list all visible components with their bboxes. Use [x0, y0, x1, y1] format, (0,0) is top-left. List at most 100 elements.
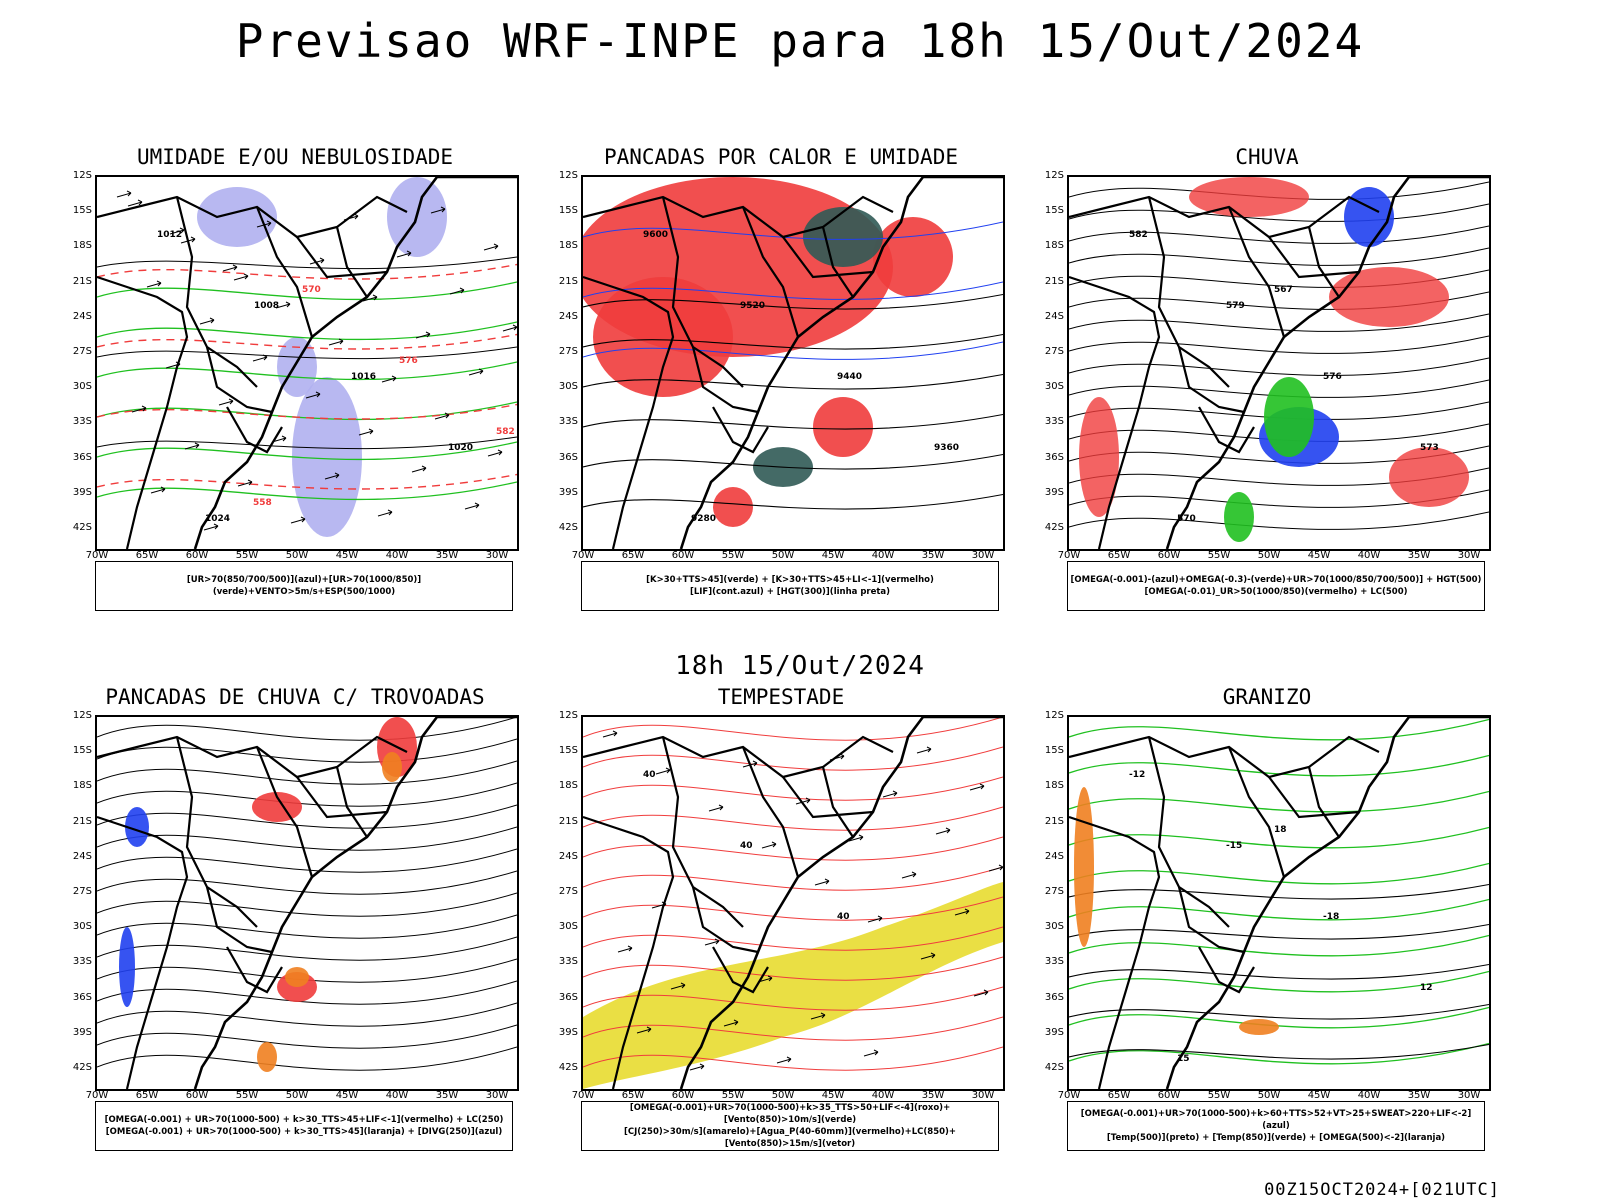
- wind-vector: [218, 398, 234, 406]
- wind-vector: [396, 250, 412, 258]
- wind-vector: [127, 199, 143, 207]
- wind-vector: [483, 243, 499, 251]
- lat-label: 27S: [1044, 886, 1064, 897]
- storm-orange-area: [285, 967, 309, 987]
- lon-label: 50W: [771, 1090, 795, 1101]
- wind850-vector: [723, 1019, 739, 1027]
- wind-vector: [116, 190, 132, 198]
- border-line: [661, 196, 744, 388]
- panel-legend: [OMEGA(-0.001) + UR>70(1000-500) + k>30_…: [95, 1101, 513, 1151]
- precip-area: [1329, 267, 1449, 327]
- storm-orange-area: [382, 752, 402, 782]
- lon-label: 60W: [185, 1090, 209, 1101]
- lc250-streamline: [97, 848, 517, 873]
- legend-line: [OMEGA(-0.001) + UR>70(1000-500) + k>30_…: [105, 1127, 503, 1137]
- lon-label: 70W: [85, 1090, 109, 1101]
- wind-vector: [381, 375, 397, 383]
- wind850-vector: [670, 982, 686, 990]
- border-line: [1147, 736, 1230, 928]
- hgt300-contour: [583, 413, 1003, 430]
- contour-label: 1024: [205, 514, 230, 524]
- lat-label: 12S: [1044, 170, 1064, 181]
- lon-label: 30W: [1457, 1090, 1481, 1101]
- instability-area: [803, 207, 883, 267]
- temp850-contour: [1069, 898, 1489, 921]
- wind-vector: [362, 294, 378, 302]
- precip-area: [1189, 177, 1309, 217]
- temp850-contour: [1069, 718, 1489, 741]
- lat-label: 36S: [558, 991, 578, 1003]
- legend-line: [LIF](cont.azul) + [HGT(300)](linha pret…: [689, 587, 891, 597]
- omega500-area: [1239, 1019, 1279, 1035]
- lc250-streamline: [97, 760, 517, 785]
- lat-label: 39S: [72, 1026, 92, 1038]
- lat-label: 30S: [72, 381, 92, 393]
- legend-line: [Temp(500)](preto) + [Temp(850)](verde) …: [1106, 1133, 1446, 1143]
- legend-line: [OMEGA(-0.001) + UR>70(1000-500) + k>30_…: [104, 1115, 504, 1125]
- lat-label: 36S: [558, 451, 578, 463]
- lat-label: 15S: [1044, 205, 1064, 217]
- lat-label: 24S: [72, 310, 92, 322]
- contour-label: 579: [1226, 301, 1245, 311]
- border-line: [255, 746, 314, 878]
- hgt500-streamline: [1069, 335, 1489, 354]
- panel-umidade: UMIDADE E/OU NEBULOSIDADE 12S 15S 18S 21S 24S…: [60, 145, 530, 625]
- legend-line: [OMEGA(-0.01)_UR>50(1000/850)(vermelho) …: [1144, 587, 1408, 597]
- wind850-vector: [814, 878, 830, 886]
- temp850-contour: [1069, 826, 1489, 849]
- wind850-vector: [988, 864, 1003, 872]
- lat-label: 24S: [558, 310, 578, 322]
- wind-vector: [169, 227, 185, 235]
- border-line: [741, 206, 800, 338]
- wind-vector: [377, 509, 393, 517]
- border-line: [712, 946, 769, 994]
- storm-orange-area: [257, 1042, 277, 1072]
- border-line: [97, 815, 189, 1089]
- contour-label: 576: [399, 356, 418, 366]
- temp850-contour: [1069, 862, 1489, 885]
- lc250-streamline: [97, 1002, 517, 1027]
- lif-contour: [583, 281, 1003, 300]
- wind850-vector: [689, 1063, 705, 1071]
- wind-vector: [449, 287, 465, 295]
- contour-label: -18: [1323, 912, 1339, 922]
- lat-label: 33S: [558, 416, 578, 428]
- lat-label: 24S: [1044, 310, 1064, 322]
- lat-label: 12S: [72, 710, 92, 721]
- wind850-vector: [973, 989, 989, 997]
- wind850-vector: [636, 1026, 652, 1034]
- forecast-map: 1012 1008 1016 1020 1024 570 576 582 558: [95, 175, 519, 551]
- lc850-streamline: [583, 956, 1003, 981]
- lat-label: 21S: [72, 275, 92, 287]
- lon-label: 60W: [1157, 1090, 1181, 1101]
- lc250-streamline: [97, 717, 517, 741]
- lat-label: 42S: [558, 522, 578, 533]
- lat-label: 42S: [72, 1062, 92, 1073]
- border-line: [782, 236, 874, 279]
- lc850-streamline: [583, 806, 1003, 831]
- forecast-map: -12 -15 -18 12 15 18: [1067, 715, 1491, 1091]
- wind-vector: [411, 465, 427, 473]
- lon-label: 50W: [1257, 550, 1281, 561]
- lc850-streamline: [583, 746, 1003, 771]
- lc250-streamline: [97, 738, 517, 763]
- wind850-vector: [863, 1049, 879, 1057]
- border-line: [1147, 196, 1230, 388]
- wind-vector: [131, 405, 147, 413]
- wind850-vector: [969, 783, 985, 791]
- lon-label: 35W: [1407, 550, 1431, 561]
- border-line: [583, 275, 675, 549]
- lat-label: 30S: [1044, 921, 1064, 933]
- panel-title: UMIDADE E/OU NEBULOSIDADE: [136, 145, 454, 169]
- border-line: [1069, 735, 1380, 779]
- contour-label: 40: [837, 912, 850, 922]
- lon-label: 35W: [921, 1090, 945, 1101]
- omega-strong-area: [1224, 492, 1254, 542]
- pressure-isobar: [97, 346, 517, 360]
- lon-label: 40W: [871, 550, 895, 561]
- lc850-streamline: [583, 1016, 1003, 1041]
- temp850-contour: [1069, 790, 1489, 813]
- lc250-streamline: [97, 782, 517, 807]
- panel-legend: [K>30+TTS>45](verde) + [K>30+TTS>45+LI<-…: [581, 561, 999, 611]
- humidity-contour: [97, 481, 517, 500]
